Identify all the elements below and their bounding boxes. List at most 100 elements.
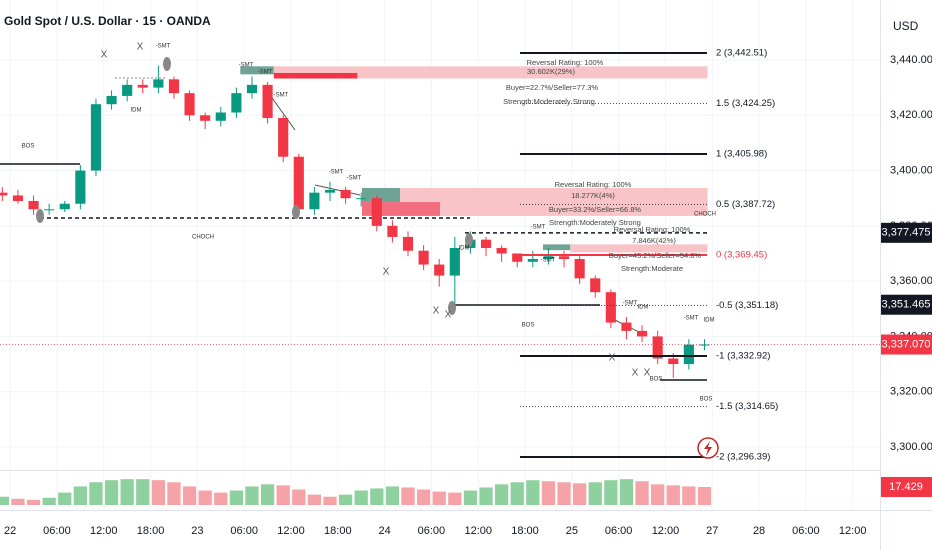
order-block [361, 187, 401, 203]
oscillator-bar [401, 487, 415, 505]
x-tick-label: 24 [378, 525, 390, 537]
order-block [542, 244, 571, 251]
fib-label: -2 (3,296.39) [716, 451, 770, 462]
oscillator-bar [214, 492, 228, 505]
zones [240, 66, 708, 253]
x-tick-label: 06:00 [605, 525, 633, 537]
x-tick-label: 18:00 [511, 525, 539, 537]
order-block [240, 66, 274, 75]
oscillator-bar [11, 498, 25, 505]
oscillator-bar [276, 485, 290, 505]
candle-body [387, 225, 398, 237]
x-tick-label: 06:00 [230, 525, 258, 537]
fib-label: -1.5 (3,314.65) [716, 401, 778, 412]
candle-body [558, 256, 570, 260]
candle-body [309, 192, 320, 210]
x-tick-label: 18:00 [324, 525, 352, 537]
x-tick-label: 12:00 [90, 525, 118, 537]
candle-body [231, 93, 242, 113]
structure-label: -SMT [347, 176, 362, 182]
oscillator-bar [245, 486, 259, 505]
price-badge [881, 294, 932, 315]
oscillator-bar [432, 491, 446, 505]
oscillator-bar [604, 480, 618, 505]
y-tick-label: 3,400.000 [890, 164, 932, 176]
oscillator-bar [104, 480, 119, 505]
oscillator-bar [370, 488, 384, 505]
candle-body [106, 95, 117, 105]
alert-bolt [704, 441, 712, 456]
oscillator-bar [120, 479, 134, 505]
oscillator-bar [182, 486, 197, 505]
structure-label: BOS [22, 144, 35, 150]
candle-body [434, 264, 445, 276]
oscillator-bar [198, 490, 212, 505]
y-tick-label: 3,440.000 [890, 54, 932, 66]
price-badge-label: 3,377.475 [882, 227, 931, 239]
oscillator-bar [416, 489, 431, 505]
candle-body [184, 93, 195, 116]
reversal-info: Buyer=33.2%/Seller=66.8% [549, 205, 641, 214]
oscillator-bar [682, 486, 696, 505]
candle-body [44, 209, 55, 211]
price-badge [881, 334, 932, 355]
candle-body [418, 250, 429, 265]
candle-body [527, 259, 538, 262]
price-badge-label: 3,351.465 [882, 299, 931, 311]
chart-title: Gold Spot / U.S. Dollar · 15 · OANDA [4, 14, 211, 28]
structure-label: -SMT [239, 63, 254, 69]
oscillator-bar [151, 480, 165, 505]
reversal-info: Reversal Rating: 100% [555, 180, 632, 189]
candle-body [543, 256, 554, 260]
structure-label: X [609, 353, 616, 364]
structure-label: IDM [638, 305, 649, 311]
order-block [570, 244, 708, 253]
main-pane: 2 (3,442.51) 1.5 (3,424.25) 1 (3,405.98) 0.… [0, 42, 880, 462]
candle-body [293, 156, 304, 210]
oscillator-bar [73, 486, 87, 505]
candle-body [28, 200, 39, 210]
oscillator-bar [448, 492, 462, 505]
structure-label: IDM [459, 246, 470, 252]
oscillator-bar [697, 486, 712, 505]
candle-body [122, 84, 133, 96]
candle-body [683, 344, 694, 365]
structure-label: -SMT [156, 44, 171, 50]
y-tick-label: 3,360.000 [890, 275, 932, 287]
order-block [273, 66, 708, 79]
fib-label: 0 (3,369.45) [716, 250, 767, 261]
candle-body [480, 239, 492, 248]
structure-label: X [632, 368, 639, 379]
reversal-info: Strength:Moderate [621, 264, 683, 273]
structure-label: -SMT [623, 301, 638, 307]
structure-label: BOS [700, 397, 713, 403]
fib-levels: 2 (3,442.51) 1.5 (3,424.25) 1 (3,405.98) 0.… [520, 48, 778, 462]
structure-label: BOS [650, 377, 663, 383]
oscillator-bar [463, 490, 478, 505]
pivot-marker [163, 57, 171, 71]
oscillator-bar [573, 483, 587, 505]
oscillator-bar [526, 480, 540, 505]
candle-body [699, 344, 710, 346]
x-tick-label: 18:00 [137, 525, 165, 537]
candle-body [449, 247, 460, 276]
candle-body [512, 253, 523, 262]
x-tick-label: 06:00 [43, 525, 71, 537]
oscillator-bar [307, 494, 322, 505]
oscillator-badge [881, 476, 932, 497]
pivot-marker [292, 205, 300, 219]
oscillator-bar [42, 497, 56, 505]
structure-label: -SMT [541, 258, 556, 264]
structure-label: CHOCH [192, 235, 214, 241]
candle-body [496, 247, 507, 254]
oscillator-bar [651, 484, 665, 505]
pivot-marker [36, 209, 44, 223]
structure-label: -SMT [329, 170, 344, 176]
oscillator-bar [588, 482, 602, 505]
x-tick-label: 06:00 [792, 525, 820, 537]
oscillator-bar [479, 487, 493, 505]
oscillator-pane [0, 479, 712, 505]
x-tick-label: 06:00 [418, 525, 446, 537]
candle-body [590, 278, 601, 293]
fib-label: 0.5 (3,387.72) [716, 199, 775, 210]
